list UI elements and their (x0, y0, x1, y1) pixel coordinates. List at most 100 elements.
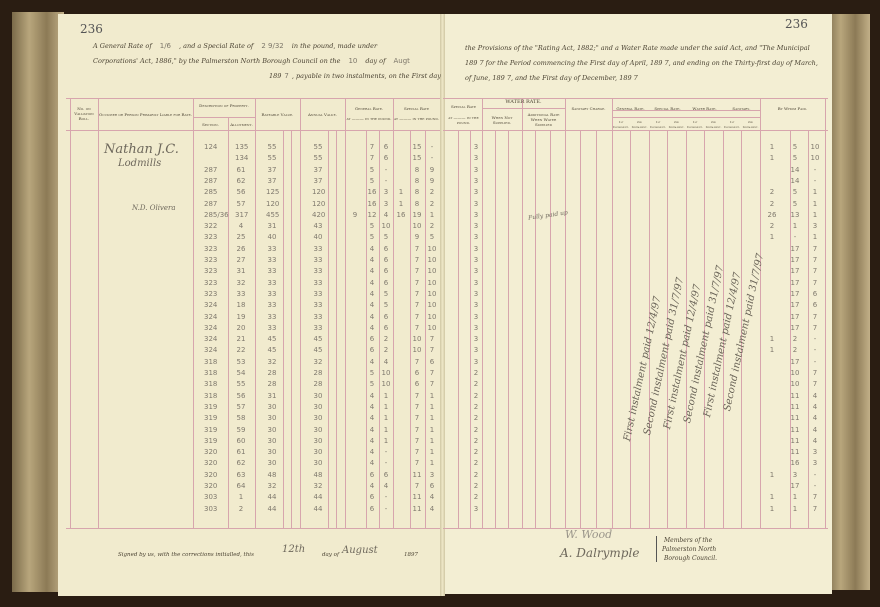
cell-special-rate-shillings: 7 (414, 301, 420, 310)
header-water-rate2: Water Rate. (692, 106, 717, 111)
cell-water-rate: 2 (473, 448, 479, 457)
cell-allotment: 56 (236, 188, 246, 197)
row-rule (482, 108, 565, 109)
cell-allotment: 59 (236, 425, 246, 434)
cell-special-rate-pence: 1 (429, 436, 435, 445)
cell-water-rate: 3 (473, 289, 479, 298)
cell-section: 319 (204, 414, 218, 423)
instalment-subheader: 1st Instalment. (687, 120, 703, 129)
cell-allotment: 56 (236, 391, 246, 400)
cell-water-rate: 3 (473, 176, 479, 185)
cell-water-rate: 3 (473, 323, 479, 332)
cell-special-rate-shillings: 10 (412, 346, 422, 355)
cell-rateable-value: 31 (267, 391, 277, 400)
cell-special-rate-shillings: 11 (412, 504, 422, 513)
cell-paid-pence: 1 (812, 210, 818, 219)
cell-general-rate-pence: 3 (383, 188, 389, 197)
cell-allotment: 33 (236, 289, 246, 298)
signature-1: W. Wood (565, 528, 613, 541)
cell-paid-pence: - (813, 335, 817, 344)
cell-annual-value: 32 (313, 482, 323, 490)
preamble-line3-b: , payable in two instalments, on the Fir… (291, 72, 441, 80)
cell-special-rate-pence: - (430, 143, 434, 151)
cell-paid-shillings: 17 (790, 357, 800, 366)
cell-water-rate: 3 (473, 312, 479, 321)
cell-allotment: 62 (236, 459, 246, 468)
cell-special-rate-shillings: 7 (414, 278, 420, 287)
column-rule (336, 130, 337, 528)
cell-rateable-value: 455 (266, 210, 280, 219)
cell-paid-shillings: 11 (790, 391, 800, 400)
column-rule (70, 98, 71, 528)
row-rule (612, 117, 760, 118)
cell-special-rate-shillings: 7 (414, 402, 420, 411)
cell-paid-shillings: 11 (790, 414, 800, 423)
cell-annual-value: 43 (313, 222, 323, 231)
cell-paid-shillings: 13 (790, 210, 800, 219)
cell-paid-shillings: 1 (792, 493, 798, 502)
cell-section: 323 (204, 244, 218, 253)
cell-special-rate-pounds: 16 (396, 210, 406, 219)
cell-water-rate: 3 (473, 188, 479, 197)
cell-paid-pounds: 1 (769, 154, 775, 163)
instalment-subheader: 1st Instalment. (613, 120, 629, 129)
cell-special-rate-shillings: 8 (414, 176, 420, 185)
right-preamble-line3: of June, 189 7, and the First day of Dec… (465, 74, 638, 82)
column-rule (808, 130, 809, 528)
cell-paid-pence: 7 (812, 278, 818, 287)
cell-special-rate-pence: 10 (427, 278, 437, 287)
cell-general-rate-shillings: 5 (369, 222, 375, 231)
cell-paid-pounds: 2 (769, 199, 775, 208)
cell-section: 318 (204, 380, 218, 389)
header-annual: Annual Value. (308, 112, 337, 117)
cell-general-rate-pence: - (384, 459, 388, 468)
cell-general-rate-pounds: 9 (352, 210, 358, 219)
cell-allotment: 57 (236, 402, 246, 411)
cell-annual-value: 37 (313, 176, 323, 185)
cell-special-rate-pence: 3 (429, 470, 435, 479)
preamble-line1-b: , and a Special Rate of (179, 42, 254, 50)
column-rule (686, 130, 687, 528)
cell-paid-shillings: 2 (792, 346, 798, 355)
cell-section: 324 (204, 346, 218, 355)
cell-rateable-value: 30 (267, 425, 277, 434)
cell-paid-shillings: 17 (790, 244, 800, 253)
cell-rateable-value: 28 (267, 380, 277, 389)
cell-paid-shillings: 17 (790, 278, 800, 287)
cell-paid-shillings: 5 (792, 199, 798, 208)
cell-paid-pence: 7 (812, 369, 818, 377)
cell-annual-value: 44 (313, 493, 323, 502)
cell-section: 124 (204, 143, 218, 151)
cell-paid-shillings: 10 (790, 380, 800, 389)
cell-paid-pence: 4 (812, 425, 818, 434)
column-rule (704, 130, 705, 528)
cell-general-rate-pence: - (384, 504, 388, 513)
cell-paid-pence: 4 (812, 414, 818, 423)
cell-annual-value: 32 (313, 357, 323, 366)
cell-general-rate-shillings: 4 (369, 289, 375, 298)
cell-general-rate-shillings: 4 (369, 448, 375, 457)
preamble-line1-a: A General Rate of (93, 42, 152, 50)
cell-paid-shillings: 17 (790, 312, 800, 321)
cell-special-rate-pence: 1 (429, 414, 435, 423)
cell-section: 323 (204, 278, 218, 287)
cell-general-rate-shillings: 16 (367, 188, 377, 197)
cell-general-rate-pence: 6 (383, 267, 389, 276)
cell-paid-pounds: 1 (769, 504, 775, 513)
preamble-line2-b: day of (365, 57, 386, 65)
cell-general-rate-shillings: 7 (369, 154, 375, 163)
column-rule (393, 98, 394, 528)
cell-special-rate-pence: 9 (429, 165, 435, 174)
cell-paid-pence: 7 (812, 244, 818, 253)
cell-water-rate: 2 (473, 414, 479, 423)
row-rule (443, 528, 828, 529)
cell-paid-shillings: 17 (790, 323, 800, 332)
cell-rateable-value: 28 (267, 369, 277, 377)
cell-paid-pence: 7 (812, 312, 818, 321)
cell-section: 320 (204, 470, 218, 479)
instalment-subheader: 1st Instalment. (724, 120, 740, 129)
cell-section: 323 (204, 267, 218, 276)
cell-paid-shillings: 14 (790, 165, 800, 174)
cell-water-rate: 2 (473, 391, 479, 400)
general-rate-value: 1/6 (159, 42, 171, 50)
